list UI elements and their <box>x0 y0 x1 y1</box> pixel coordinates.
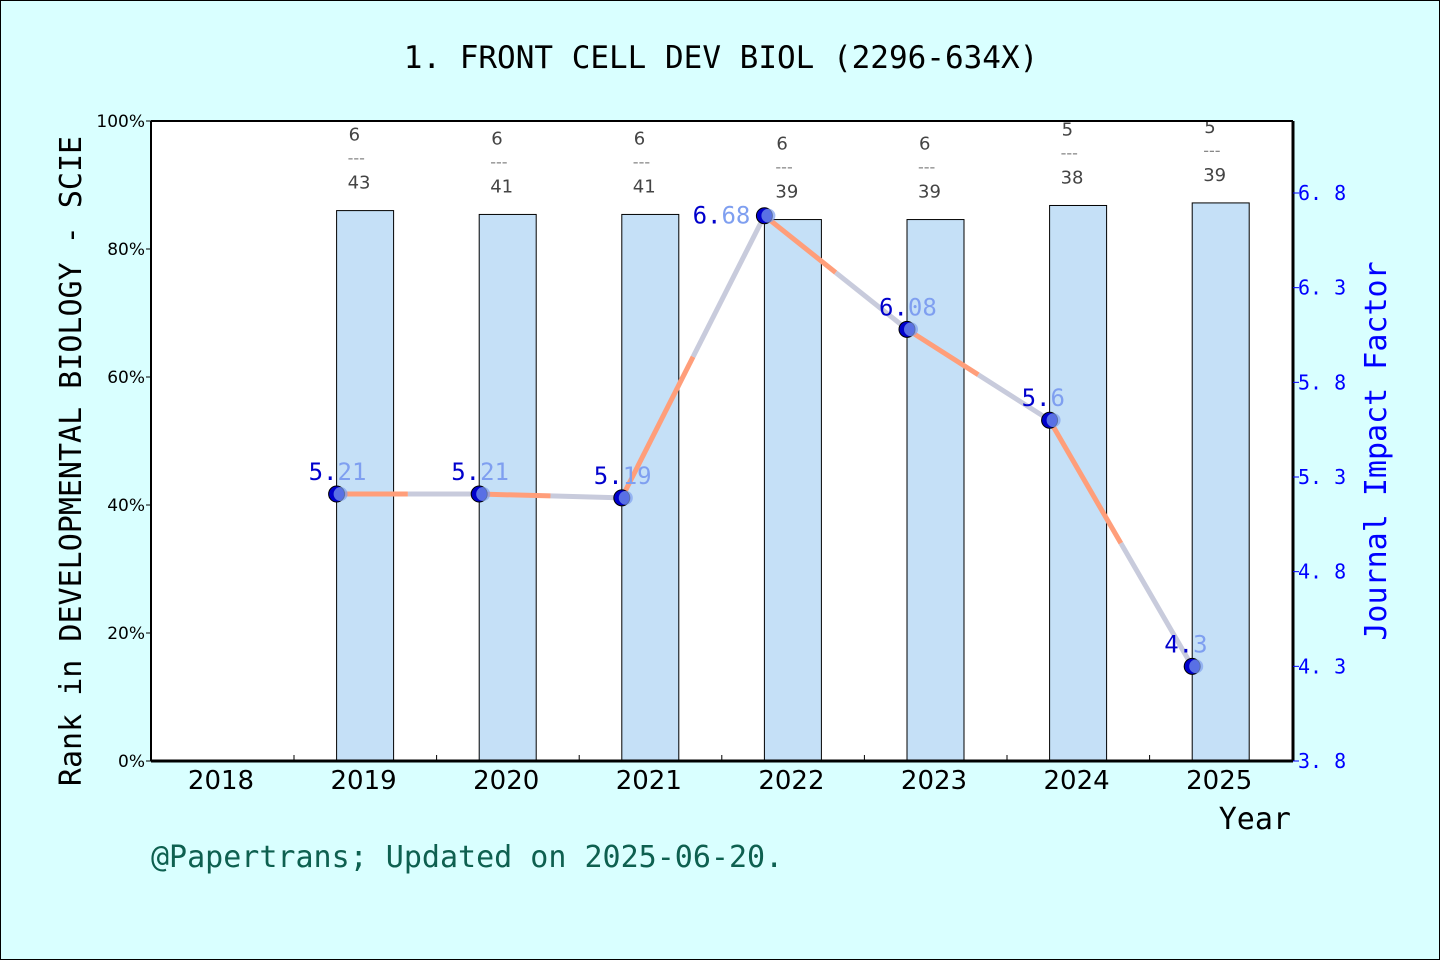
impact-factor-label: 5.19 <box>594 462 652 490</box>
chart-title: 1. FRONT CELL DEV BIOL (2296-634X) <box>404 40 1039 76</box>
left-axis-tick-label: 60% <box>107 368 145 388</box>
rank-divider: --- <box>348 149 365 168</box>
rank-bar <box>621 213 680 762</box>
x-axis-tick-label: 2018 <box>188 766 254 796</box>
impact-factor-point-highlight <box>904 322 918 337</box>
left-axis-tick-label: 20% <box>107 624 145 644</box>
rank-numerator: 6 <box>776 134 787 155</box>
impact-factor-point-highlight <box>1046 413 1061 428</box>
impact-factor-label: 6.68 <box>693 202 751 230</box>
rank-denominator: 38 <box>1061 167 1084 188</box>
impact-factor-line-segment <box>976 372 1051 423</box>
rank-divider: --- <box>1203 141 1220 160</box>
impact-factor-label: 5.21 <box>451 458 509 486</box>
x-axis-tick-label: 2019 <box>331 766 397 796</box>
x-axis-tick-label: 2022 <box>758 766 824 796</box>
impact-factor-point-highlight <box>618 490 633 505</box>
right-axis-tick-label: 5. 3 <box>1298 465 1346 489</box>
rank-bar <box>763 219 822 762</box>
rank-bar <box>336 210 395 762</box>
impact-factor-line-segment <box>619 355 696 499</box>
right-axis-tick-label: 4. 3 <box>1298 654 1346 678</box>
right-axis-tick-label: 6. 3 <box>1298 276 1346 300</box>
impact-factor-point-highlight <box>476 487 491 502</box>
rank-divider: --- <box>633 152 650 171</box>
impact-factor-line-segment <box>550 493 622 501</box>
left-axis-tick-label: 0% <box>118 752 145 772</box>
rank-divider: --- <box>490 152 507 171</box>
x-axis-tick-label: 2020 <box>473 766 539 796</box>
x-axis-tick-label: 2023 <box>901 766 967 796</box>
rank-divider: --- <box>775 158 792 177</box>
rank-numerator: 5 <box>1062 119 1073 140</box>
impact-factor-line-segment <box>1047 418 1124 545</box>
right-axis-tick-label: 3. 8 <box>1298 749 1346 773</box>
rank-denominator: 39 <box>775 182 798 203</box>
left-axis-tick-label: 80% <box>107 240 145 260</box>
impact-factor-line-segment <box>905 327 980 377</box>
impact-factor-label: 6.08 <box>879 293 937 321</box>
impact-factor-label: 5.21 <box>309 458 367 486</box>
rank-denominator: 39 <box>918 182 941 203</box>
right-axis-label: Journal Impact Factor <box>1359 261 1394 640</box>
left-axis-tick-label: 100% <box>96 112 145 132</box>
rank-numerator: 6 <box>349 125 360 146</box>
rank-denominator: 43 <box>348 173 371 194</box>
rank-denominator: 41 <box>490 176 513 197</box>
x-axis-label: Year <box>1219 802 1291 837</box>
x-axis-tick-label: 2024 <box>1044 766 1110 796</box>
right-axis-tick-label: 4. 8 <box>1298 560 1346 584</box>
impact-factor-line-segment <box>762 213 838 275</box>
impact-factor-line-segment <box>479 491 551 499</box>
footer-credit: @Papertrans; Updated on 2025-06-20. <box>151 840 783 875</box>
rank-bar <box>478 213 537 762</box>
impact-factor-label: 4.3 <box>1164 630 1207 658</box>
impact-factor-line-segment <box>834 270 909 332</box>
impact-factor-point-highlight <box>1189 659 1204 674</box>
rank-divider: --- <box>1061 143 1078 162</box>
rank-divider: --- <box>918 158 935 177</box>
rank-numerator: 6 <box>634 128 645 149</box>
impact-factor-line-segment <box>1118 542 1195 668</box>
x-axis-tick-label: 2025 <box>1186 766 1252 796</box>
rank-denominator: 39 <box>1203 165 1226 186</box>
rank-denominator: 41 <box>633 176 656 197</box>
impact-factor-point-highlight <box>333 487 348 502</box>
impact-factor-label: 5.6 <box>1022 384 1065 412</box>
left-axis-tick-label: 40% <box>107 496 145 516</box>
x-axis-tick-label: 2021 <box>616 766 682 796</box>
rank-bar <box>1049 204 1108 762</box>
rank-bar <box>1191 202 1250 762</box>
rank-numerator: 6 <box>919 134 930 155</box>
rank-numerator: 5 <box>1204 117 1215 138</box>
impact-factor-point-highlight <box>761 208 776 223</box>
impact-factor-line-segment <box>690 214 767 358</box>
right-axis-tick-label: 5. 8 <box>1298 370 1346 394</box>
rank-numerator: 6 <box>491 128 502 149</box>
left-axis-label: Rank in DEVELOPMENTAL BIOLOGY - SCIE <box>54 136 89 786</box>
rank-bar <box>906 219 965 762</box>
right-axis-tick-label: 6. 8 <box>1298 181 1346 205</box>
